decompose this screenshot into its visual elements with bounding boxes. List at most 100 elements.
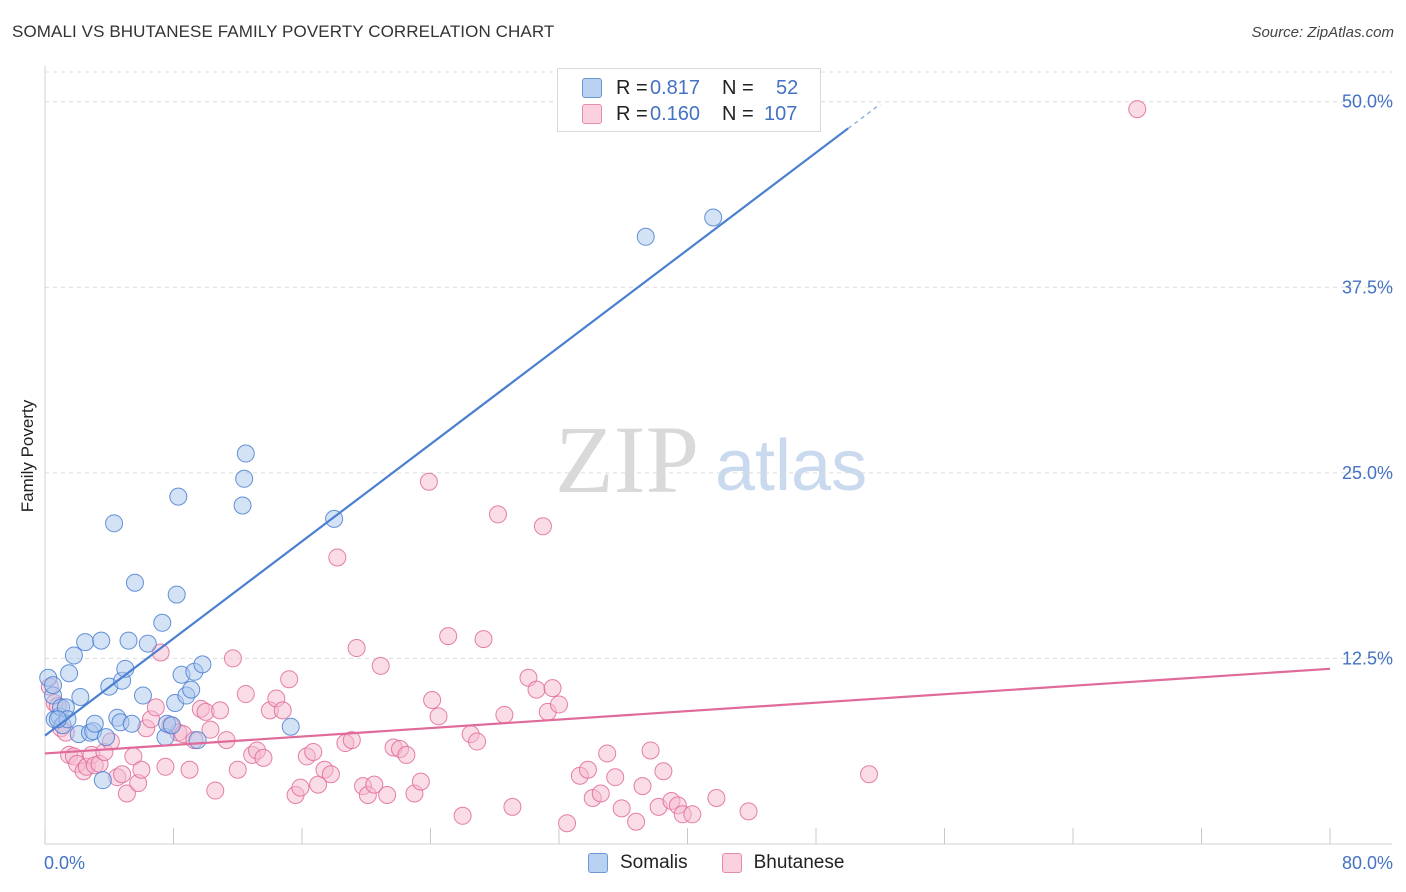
bhutanese-point [591, 784, 610, 803]
bhutanese-swatch [582, 104, 602, 124]
bhutanese-point [304, 742, 323, 761]
bhutanese-point [309, 775, 328, 794]
bhutanese-point [132, 760, 151, 779]
legend-item-somalis: Somalis [588, 852, 688, 874]
somalis-point [153, 613, 172, 632]
watermark-zip: ZIP [555, 406, 699, 513]
bhutanese-point [206, 781, 225, 800]
somalis-point [193, 655, 212, 674]
correlation-legend: R = 0.817 N = 52 R = 0.160 N = 107 [557, 68, 821, 132]
bhutanese-point [365, 775, 384, 794]
chart-title: SOMALI VS BHUTANESE FAMILY POVERTY CORRE… [12, 22, 555, 41]
bhutanese-point [397, 745, 416, 764]
y-tick-label: 12.5% [1342, 648, 1393, 668]
somalis-point [76, 633, 95, 652]
somalis-legend-swatch [588, 853, 608, 873]
bhutanese-point [578, 760, 597, 779]
bhutanese-point [503, 797, 522, 816]
series-legend: Somalis Bhutanese [588, 852, 878, 874]
bhutanese-point [211, 701, 230, 720]
bhutanese-point [474, 630, 493, 649]
watermark-atlas: atlas [715, 426, 867, 506]
y-tick-label: 50.0% [1342, 92, 1393, 112]
bhutanese-point [641, 741, 660, 760]
somalis-point [636, 227, 655, 246]
somalis-swatch [582, 78, 602, 98]
bhutanese-point [495, 705, 514, 724]
somalis-point [162, 716, 181, 735]
bhutanese-point [612, 799, 631, 818]
somalis-point [93, 771, 112, 790]
r-label: R = [616, 76, 648, 99]
somalis-point [97, 728, 116, 747]
bhutanese-point [378, 786, 397, 805]
somalis-trend-extension [847, 103, 881, 130]
somalis-point [60, 664, 79, 683]
somalis-point [105, 514, 124, 533]
bhutanese-point [228, 760, 247, 779]
somalis-point [167, 585, 186, 604]
somalis-trend-line [44, 127, 849, 737]
somalis-point [119, 631, 138, 650]
bhutanese-point [328, 548, 347, 567]
bhutanese-point [488, 505, 507, 524]
bhutanese-legend-swatch [721, 853, 742, 873]
bhutanese-point [411, 772, 430, 791]
bhutanese-point [117, 784, 136, 803]
bhutanese-legend-label: Bhutanese [753, 852, 845, 873]
bhutanese-point [423, 690, 442, 709]
bhutanese-point [683, 805, 702, 824]
bhutanese-point [201, 720, 220, 739]
n-label: N = [722, 76, 754, 99]
somalis-point [125, 573, 144, 592]
bhutanese-point [439, 627, 458, 646]
somalis-point [71, 688, 90, 707]
somalis-point [133, 686, 152, 705]
somalis-point [138, 634, 157, 653]
bhutanese-point [453, 806, 472, 825]
bhutanese-point [180, 760, 199, 779]
bhutanese-point [342, 731, 361, 750]
x-tick-label-max: 80.0% [1342, 853, 1393, 873]
somalis-r-value: 0.817 [650, 76, 701, 99]
source-label: Source: ZipAtlas.com [1251, 24, 1394, 41]
bhutanese-point [654, 762, 673, 781]
somalis-legend-label: Somalis [620, 852, 688, 873]
bhutanese-point [419, 472, 438, 491]
bhutanese-point [707, 788, 726, 807]
bhutanese-point [558, 814, 577, 833]
somalis-n-value: 52 [776, 76, 799, 99]
bhutanese-point [223, 649, 242, 668]
somalis-point [64, 646, 83, 665]
legend-row-somalis: R = 0.817 N = 52 [582, 76, 798, 100]
somalis-point [281, 717, 300, 736]
somalis-point [235, 469, 254, 488]
bhutanese-point [468, 732, 487, 751]
bhutanese-point [321, 765, 340, 784]
legend-row-bhutanese: R = 0.160 N = 107 [582, 102, 797, 126]
legend-item-bhutanese: Bhutanese [721, 852, 845, 874]
somalis-point [704, 208, 723, 227]
bhutanese-point [254, 748, 273, 767]
watermark: ZIP atlas [555, 406, 867, 513]
bhutanese-point [371, 656, 390, 675]
bhutanese-trend-line [44, 667, 1331, 755]
somalis-point [85, 714, 104, 733]
bhutanese-point [113, 765, 132, 784]
bhutanese-point [273, 701, 292, 720]
bhutanese-point [347, 639, 366, 658]
bhutanese-point [550, 695, 568, 714]
bhutanese-point [527, 680, 546, 699]
x-tick-label-min: 0.0% [44, 853, 85, 873]
y-tick-label: 37.5% [1342, 277, 1393, 297]
somalis-point [182, 680, 201, 699]
bhutanese-point [627, 812, 646, 831]
bhutanese-point [1128, 100, 1147, 119]
n-label: N = [722, 102, 754, 125]
bhutanese-point [280, 670, 299, 689]
somalis-point [188, 731, 207, 750]
bhutanese-point [533, 517, 552, 536]
bhutanese-point [543, 679, 562, 698]
somalis-point [233, 496, 252, 515]
